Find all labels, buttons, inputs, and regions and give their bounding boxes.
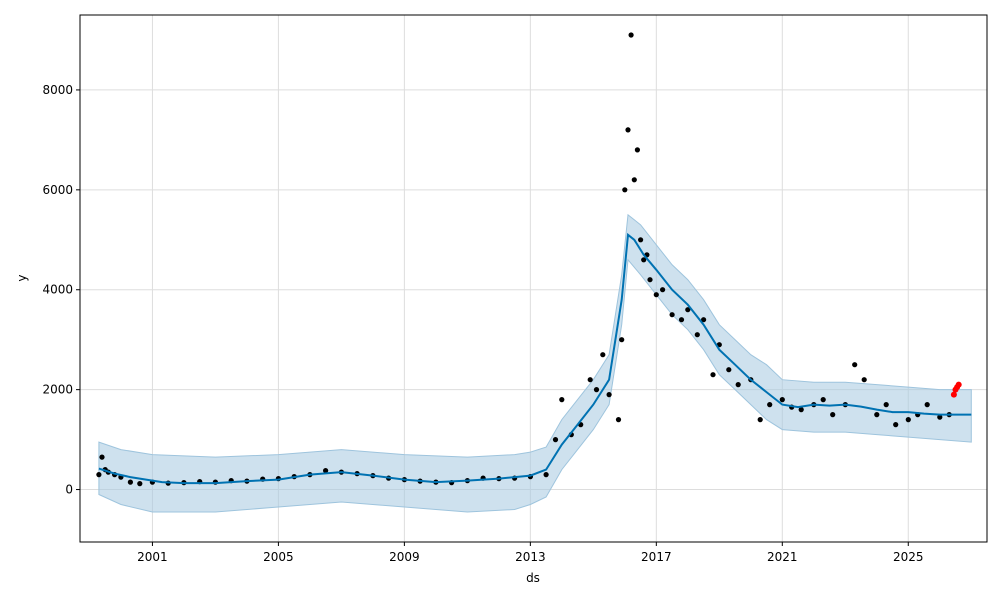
- y-tick-label: 8000: [42, 83, 73, 97]
- recent-point: [955, 381, 962, 388]
- observed-point: [830, 412, 836, 418]
- x-tick-label: 2021: [767, 550, 798, 564]
- observed-point: [852, 362, 858, 368]
- observed-point: [660, 287, 666, 293]
- y-axis-label: y: [15, 274, 29, 281]
- x-tick-label: 2013: [515, 550, 546, 564]
- observed-point: [653, 292, 659, 298]
- observed-point: [634, 147, 641, 153]
- observed-point: [587, 377, 593, 383]
- y-tick-label: 0: [65, 483, 73, 497]
- observed-point: [127, 479, 133, 485]
- observed-point: [710, 372, 716, 378]
- observed-point: [937, 414, 943, 420]
- plot-frame: [79, 14, 988, 543]
- recent-points: [950, 381, 962, 398]
- observed-point: [924, 402, 930, 408]
- forecast-line: [98, 232, 972, 485]
- observed-point: [694, 332, 700, 338]
- observed-point: [606, 392, 612, 398]
- y-tick-label: 4000: [42, 283, 73, 297]
- x-tick-label: 2001: [137, 550, 168, 564]
- observed-point: [615, 417, 622, 423]
- observed-point: [905, 417, 911, 423]
- observed-point: [625, 127, 631, 133]
- observed-point: [559, 397, 565, 403]
- observed-point: [99, 454, 105, 460]
- x-tick-label: 2017: [641, 550, 672, 564]
- observed-point: [779, 397, 785, 403]
- observed-point: [137, 481, 143, 487]
- observed-point: [622, 187, 628, 193]
- observed-point: [798, 407, 804, 413]
- observed-point: [893, 422, 899, 428]
- observed-point: [861, 377, 867, 383]
- observed-point: [543, 472, 549, 478]
- observed-point: [323, 468, 329, 474]
- observed-point: [641, 257, 647, 263]
- x-axis-label: ds: [526, 571, 540, 585]
- observed-point: [628, 32, 634, 38]
- recent-point: [950, 391, 957, 398]
- observed-point: [593, 387, 600, 393]
- observed-point: [757, 417, 763, 423]
- y-tick-label: 2000: [42, 383, 73, 397]
- observed-point: [638, 237, 644, 243]
- observed-point: [735, 382, 741, 388]
- observed-point: [631, 177, 637, 183]
- observed-point: [96, 472, 102, 478]
- forecast-line-path: [98, 232, 972, 485]
- observed-point: [701, 317, 707, 323]
- observed-point: [685, 307, 691, 313]
- x-tick-label: 2005: [263, 550, 294, 564]
- observed-point: [820, 397, 826, 403]
- observed-point: [647, 277, 653, 283]
- observed-point: [767, 402, 773, 408]
- x-tick-label: 2009: [389, 550, 420, 564]
- x-tick-label: 2025: [893, 550, 924, 564]
- observed-point: [874, 412, 880, 418]
- observed-point: [552, 437, 559, 443]
- axis-ticks: 2001 2005 2009 2013 2017 2021 2025 0 2000 4000 600…: [42, 83, 923, 564]
- observed-point: [619, 337, 625, 343]
- observed-point: [600, 352, 606, 358]
- observed-point: [669, 312, 675, 318]
- y-tick-label: 6000: [42, 183, 73, 197]
- observed-point: [678, 317, 685, 323]
- observed-point: [726, 367, 732, 373]
- observed-point: [883, 402, 889, 408]
